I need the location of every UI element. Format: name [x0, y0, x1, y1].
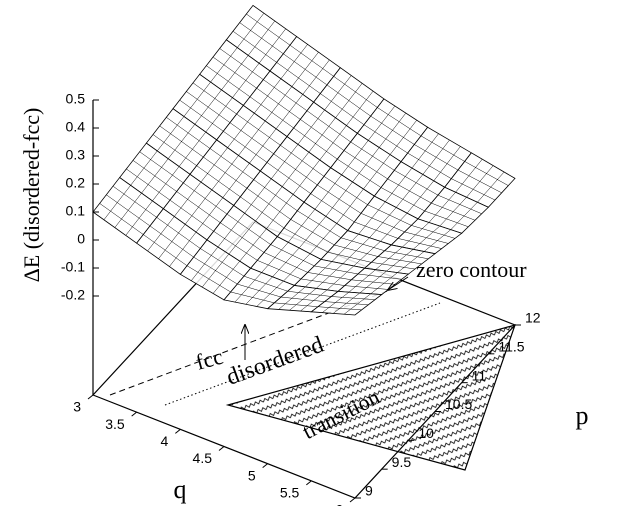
- surface-fine-mesh: [293, 109, 351, 161]
- z-tick-label: 0.2: [66, 175, 86, 191]
- z-tick-label: 0: [77, 231, 85, 247]
- x-tick-label: 6: [335, 502, 343, 506]
- y-tick-label: 11: [472, 367, 487, 383]
- surface-fine-mesh: [99, 185, 157, 236]
- surface-fine-mesh: [274, 286, 332, 312]
- x-tick-label: 4: [161, 433, 169, 449]
- ticks: -0.2 -0.1 0 0.1 0.2 0.3 0.4 0.5 3 3.5 4 4.5 5 5.5 6 9 9.…: [61, 91, 541, 506]
- x-tick-label: 5: [248, 467, 256, 483]
- surface-fine-mesh: [232, 13, 291, 64]
- x-tick-label: 3.5: [105, 416, 125, 432]
- surface-fine-mesh: [249, 78, 308, 129]
- surface-fine-mesh: [283, 209, 342, 254]
- y-tick-label: 12: [525, 310, 541, 326]
- surface-fine-mesh: [143, 216, 201, 267]
- annotation: zero contour: [416, 257, 527, 282]
- surface-fine-mesh: [169, 181, 228, 233]
- surface-fine-mesh: [337, 140, 395, 190]
- surface-fine-mesh: [126, 150, 184, 202]
- annotation: fcc: [193, 344, 226, 375]
- surface-fine-mesh: [451, 159, 509, 203]
- surface-fine-mesh: [300, 261, 359, 291]
- surface-fine-mesh: [327, 233, 385, 267]
- surface-fine-mesh: [152, 116, 211, 167]
- surface-fine-mesh: [320, 75, 378, 126]
- surface-fine-mesh: [371, 246, 429, 273]
- x-tick: [306, 480, 312, 486]
- z-tick-label: 0.5: [66, 91, 86, 107]
- surface: [92, 4, 516, 316]
- z-tick-label: 0.3: [66, 147, 86, 163]
- surface-fine-mesh: [407, 133, 465, 182]
- y-tick-label: 9.5: [392, 454, 412, 470]
- surface-fine-mesh: [276, 44, 334, 95]
- y-axis-label: p: [576, 401, 589, 430]
- z-tick-label: 0.4: [66, 119, 86, 135]
- x-tick: [87, 394, 94, 400]
- surface-fine-mesh: [354, 201, 412, 242]
- surface-fine-mesh: [344, 269, 402, 294]
- surface-fine-mesh: [223, 113, 281, 164]
- surface-fine-mesh: [397, 222, 456, 252]
- z-tick-label: -0.1: [61, 259, 85, 275]
- x-tick: [131, 411, 137, 417]
- y-tick-label: 9: [365, 483, 373, 499]
- surface-fine-mesh: [206, 47, 264, 98]
- z-tick-label: 0.1: [66, 203, 86, 219]
- z-axis-label: ΔE (disordered-fcc): [19, 108, 44, 283]
- surface-fine-mesh: [310, 174, 368, 224]
- surface-fine-mesh: [380, 167, 439, 214]
- x-tick-label: 4.5: [193, 450, 213, 466]
- transition-region: [225, 324, 516, 471]
- surface-fine-mesh: [257, 242, 315, 282]
- x-tick-label: 5.5: [280, 485, 300, 501]
- x-axis-label: q: [174, 475, 187, 504]
- x-tick: [262, 463, 268, 469]
- x-tick: [349, 497, 356, 503]
- z-tick-label: -0.2: [61, 287, 85, 303]
- x-tick-label: 3: [73, 399, 81, 415]
- y-tick-label: 10: [418, 425, 434, 441]
- surface-fine-mesh: [240, 178, 298, 229]
- surface-fine-mesh: [424, 192, 482, 230]
- surface-fine-mesh: [186, 246, 245, 294]
- y-tick-label: 11.5: [498, 339, 524, 355]
- y-tick-label: 10.5: [445, 396, 472, 412]
- surface-fine-mesh: [363, 105, 422, 155]
- surface-fine-mesh: [179, 81, 237, 133]
- surface-fine-mesh: [317, 291, 376, 315]
- x-tick: [218, 446, 225, 451]
- surface-fine-mesh: [196, 147, 254, 198]
- contour-arrow: [388, 276, 409, 290]
- disordered-boundary: [164, 302, 441, 406]
- surface-fine-mesh: [230, 272, 288, 307]
- surface-fine-mesh: [266, 144, 325, 195]
- surface-fine-mesh: [213, 213, 271, 262]
- x-tick: [175, 428, 181, 434]
